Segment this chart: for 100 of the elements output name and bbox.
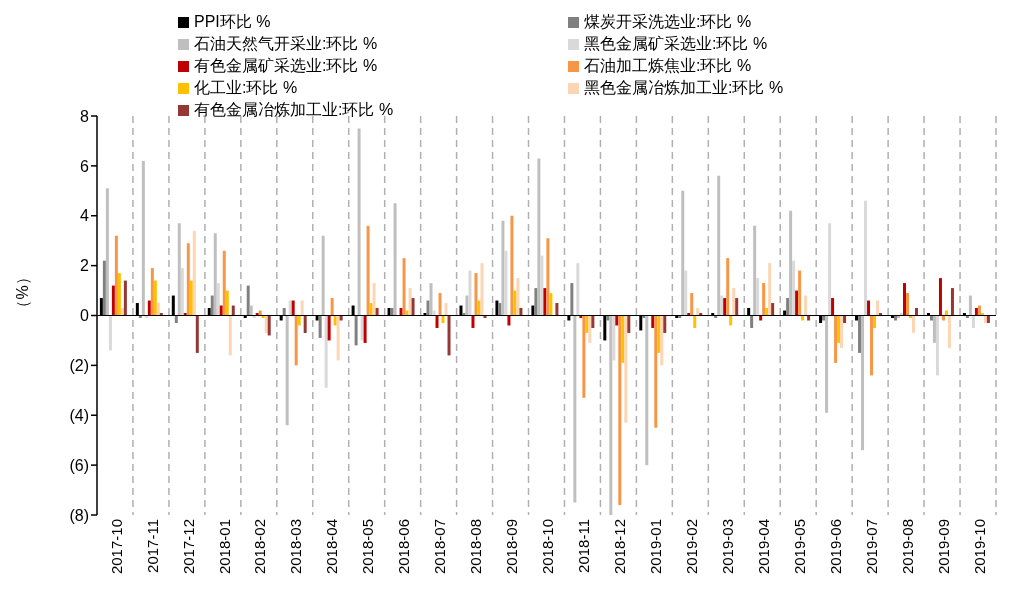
bar	[114, 235, 118, 316]
x-tick-label: 2018-11	[575, 519, 593, 573]
bar	[938, 278, 942, 316]
x-tick-label: 2018-10	[539, 519, 557, 575]
x-tick-label: 2018-06	[395, 519, 413, 575]
bar	[756, 278, 760, 316]
x-tick-label: 2019-02	[682, 519, 700, 575]
y-tick-label: 2	[80, 257, 90, 275]
bar	[474, 273, 478, 316]
bar	[282, 308, 286, 316]
x-tick-label: 2018-01	[215, 519, 233, 575]
bar	[729, 315, 733, 326]
legend-label: 黑色金属矿采选业:环比 %	[584, 33, 768, 54]
bar	[750, 315, 754, 328]
bar	[804, 295, 808, 316]
bar	[216, 283, 220, 316]
bar	[831, 298, 835, 316]
bar	[657, 315, 661, 353]
legend-label: 石油加工炼焦业:环比 %	[584, 55, 752, 76]
bar	[771, 303, 775, 316]
bar	[150, 268, 154, 316]
bar	[300, 300, 304, 316]
bar	[753, 225, 757, 316]
bar	[696, 308, 700, 316]
bar	[213, 233, 217, 316]
bar	[471, 315, 475, 328]
bar	[327, 315, 331, 341]
x-tick-label: 2017-11	[143, 519, 161, 573]
bar	[789, 210, 793, 316]
bar	[903, 283, 906, 316]
bar	[837, 315, 841, 343]
bar	[873, 315, 877, 328]
bar	[189, 280, 193, 316]
bar	[726, 258, 730, 316]
bar	[582, 315, 586, 398]
bar	[120, 308, 124, 316]
bar	[732, 288, 736, 316]
bar	[153, 280, 157, 316]
bar	[858, 315, 862, 353]
y-tick-label: (8)	[69, 506, 89, 524]
bar	[786, 298, 790, 316]
bar	[447, 315, 451, 356]
bar	[102, 260, 106, 316]
bar	[426, 300, 430, 316]
bar	[537, 158, 541, 316]
bar	[285, 315, 289, 426]
y-tick-label: (4)	[69, 406, 89, 424]
bar	[681, 190, 685, 316]
bar	[971, 315, 975, 328]
bar	[399, 308, 403, 316]
bar	[435, 315, 439, 328]
bar	[195, 315, 199, 353]
bar	[534, 288, 538, 316]
bar	[867, 300, 871, 316]
bar	[627, 315, 631, 333]
bar	[576, 263, 580, 316]
bar	[684, 270, 688, 316]
bar	[843, 315, 847, 323]
bar	[510, 215, 514, 316]
bar	[180, 268, 184, 316]
x-tick-label: 2018-12	[611, 519, 629, 575]
bar	[906, 293, 909, 316]
bar	[645, 315, 649, 466]
bar	[174, 315, 178, 323]
y-axis-title: （%）	[13, 269, 31, 316]
bar	[480, 263, 484, 316]
bar	[372, 283, 376, 316]
bar	[864, 200, 868, 316]
bar	[330, 298, 334, 316]
bar	[660, 315, 664, 366]
bar	[231, 305, 235, 316]
bar	[210, 295, 214, 316]
legend-label: PPI环比 %	[194, 11, 271, 32]
bar	[357, 128, 361, 316]
bar	[219, 305, 223, 316]
bar	[297, 315, 301, 326]
bar	[798, 270, 802, 316]
bar	[318, 315, 322, 338]
bar	[588, 315, 592, 343]
bar	[612, 315, 616, 361]
bar	[408, 288, 412, 316]
bar	[546, 238, 550, 316]
bar	[468, 270, 472, 316]
y-tick-label: 4	[80, 207, 90, 225]
legend-label: 煤炭开采洗选业:环比 %	[584, 11, 752, 32]
bar	[366, 225, 370, 316]
bar	[147, 300, 151, 316]
bar	[333, 315, 337, 326]
x-tick-label: 2018-04	[323, 519, 341, 575]
bar	[477, 300, 481, 316]
bar	[117, 273, 121, 316]
bar	[105, 188, 109, 316]
x-tick-label: 2018-08	[467, 519, 485, 575]
bar	[762, 283, 766, 316]
bar	[618, 315, 622, 506]
bar	[411, 298, 415, 316]
bar	[141, 160, 145, 316]
legend-label: 有色金属矿采选业:环比 %	[194, 55, 378, 76]
bar	[912, 315, 915, 333]
bar	[792, 260, 796, 316]
